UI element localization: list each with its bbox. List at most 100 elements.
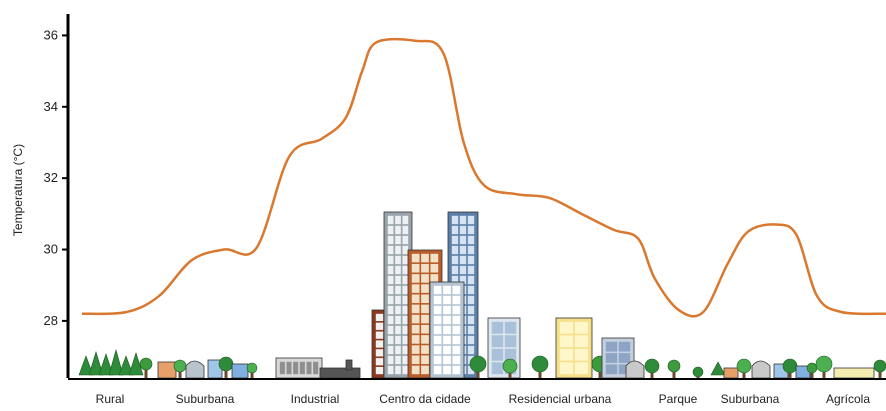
building-window bbox=[402, 265, 409, 275]
building-window bbox=[387, 325, 394, 335]
tree bbox=[815, 355, 833, 373]
building-window bbox=[421, 355, 429, 365]
building-window bbox=[387, 265, 394, 275]
building-window bbox=[443, 335, 451, 345]
tree bbox=[736, 358, 752, 374]
building-window bbox=[451, 245, 459, 255]
y-tick-label: 32 bbox=[44, 170, 58, 185]
tree bbox=[644, 358, 660, 374]
building-window bbox=[411, 304, 420, 314]
building-window bbox=[459, 235, 467, 245]
building-window bbox=[395, 355, 401, 365]
building-window bbox=[411, 274, 420, 283]
y-tick-label: 28 bbox=[44, 313, 58, 328]
building-window bbox=[433, 305, 442, 315]
building-window bbox=[467, 305, 475, 315]
building-window bbox=[395, 345, 401, 355]
tree bbox=[806, 362, 818, 374]
building-window bbox=[421, 324, 429, 334]
building-window bbox=[451, 265, 459, 275]
building-window bbox=[395, 285, 401, 295]
building-window bbox=[411, 355, 420, 365]
building-window bbox=[387, 285, 394, 295]
apartment-window bbox=[491, 348, 504, 361]
building-window bbox=[443, 305, 451, 315]
apartment-window bbox=[504, 348, 517, 361]
building-window bbox=[402, 245, 409, 255]
building-window bbox=[402, 335, 409, 345]
building-window bbox=[395, 325, 401, 335]
building-window bbox=[467, 285, 475, 295]
category-labels: Rural Suburbana Industrial Centro da cidade… bbox=[96, 392, 871, 406]
building-window bbox=[402, 255, 409, 265]
building-window bbox=[411, 324, 420, 334]
building-window bbox=[402, 315, 409, 325]
building-window bbox=[387, 315, 394, 325]
building-window bbox=[452, 355, 461, 365]
building-window bbox=[375, 358, 384, 366]
building-window bbox=[395, 305, 401, 315]
apartment-window bbox=[559, 362, 574, 375]
building-window bbox=[421, 335, 429, 344]
building-window bbox=[402, 235, 409, 245]
building-window bbox=[467, 325, 475, 335]
building-window bbox=[375, 366, 384, 375]
building-window bbox=[387, 335, 394, 345]
y-ticks: 28 30 32 34 36 bbox=[44, 27, 68, 328]
building-window bbox=[402, 295, 409, 305]
building-window bbox=[387, 255, 394, 265]
apartment-window bbox=[618, 353, 631, 363]
building-window bbox=[433, 365, 442, 375]
building-window bbox=[452, 365, 461, 375]
building-window bbox=[451, 255, 459, 265]
city-skyline-illustration bbox=[78, 211, 886, 379]
building-window bbox=[387, 365, 394, 375]
building-window bbox=[452, 325, 461, 335]
apartment-window bbox=[491, 335, 504, 348]
building-window bbox=[459, 275, 467, 285]
apartment-window bbox=[504, 335, 517, 348]
building-window bbox=[433, 335, 442, 345]
factory-window bbox=[279, 361, 285, 375]
apartment-window bbox=[559, 348, 574, 361]
y-tick-label: 36 bbox=[44, 27, 58, 42]
building-window bbox=[443, 355, 451, 365]
apartment-window bbox=[559, 321, 574, 334]
apartment-window bbox=[605, 353, 618, 363]
temperature-line bbox=[81, 37, 886, 318]
building-window bbox=[387, 225, 394, 235]
building-window bbox=[411, 253, 420, 263]
building-window bbox=[411, 263, 420, 273]
building-window bbox=[459, 265, 467, 275]
category-label: Rural bbox=[96, 392, 125, 406]
tree bbox=[531, 355, 549, 373]
building-window bbox=[443, 345, 451, 355]
apartment-window bbox=[605, 364, 618, 375]
building-window bbox=[452, 285, 461, 295]
house bbox=[157, 361, 177, 379]
building-window bbox=[387, 215, 394, 225]
building-window bbox=[467, 365, 475, 375]
building-window bbox=[467, 275, 475, 285]
tree bbox=[469, 355, 487, 373]
y-axis-label: Temperatura (°C) bbox=[11, 144, 25, 236]
building-window bbox=[402, 345, 409, 355]
building-window bbox=[421, 253, 429, 263]
building-window bbox=[443, 295, 451, 305]
apartment-window bbox=[574, 335, 589, 348]
building-window bbox=[451, 235, 459, 245]
tree bbox=[873, 359, 886, 373]
apartment-window bbox=[605, 341, 618, 352]
building-window bbox=[452, 345, 461, 355]
y-tick-label: 30 bbox=[44, 242, 58, 257]
house bbox=[751, 360, 771, 379]
building-window bbox=[402, 225, 409, 235]
building-window bbox=[402, 215, 409, 225]
tree bbox=[246, 362, 258, 374]
building-window bbox=[421, 314, 429, 324]
building-window bbox=[452, 305, 461, 315]
pine-tree bbox=[118, 355, 134, 376]
building-window bbox=[375, 313, 384, 322]
building-window bbox=[402, 275, 409, 285]
